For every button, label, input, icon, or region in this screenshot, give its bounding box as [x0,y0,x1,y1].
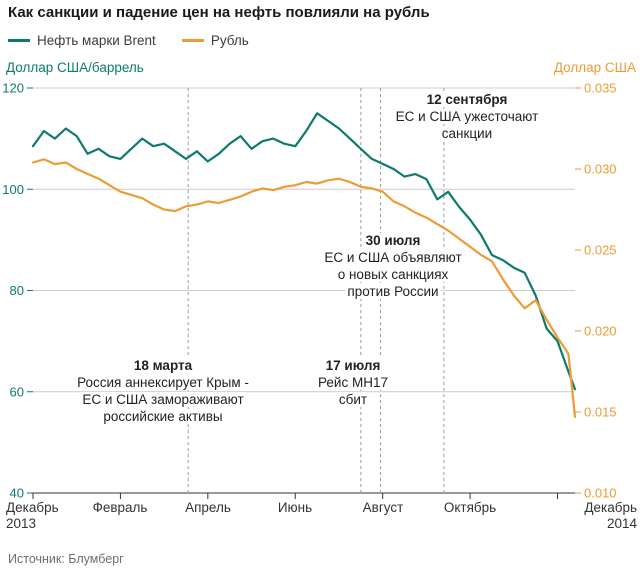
annotation-12-september: 12 сентября ЕС и США ужесточают санкции [367,91,567,142]
y-axis-label-right: 0.020 [584,324,617,339]
annotation-text: против России [345,284,441,299]
legend-item-ruble: Рубль [181,33,249,48]
annotation-18-march: 18 марта Россия аннексирует Крым - ЕС и … [43,357,283,425]
x-tick-label: Июнь [277,500,313,515]
y-axis-label-right: 0.035 [584,81,617,96]
y-axis-label-left: 100 [2,182,24,197]
y-axis-label-left: 80 [10,283,24,298]
annotation-30-july: 30 июля ЕС и США объявляют о новых санкц… [293,232,493,300]
y-axis-label-right: 0.025 [584,243,617,258]
annotation-text: Рейс MH17 [316,375,390,390]
page-title: Как санкции и падение цен на нефть повли… [8,4,430,21]
x-axis-label-dec2014: Декабрь 2014 [584,500,637,532]
annotation-text: сбит [336,392,370,407]
x-tick-label: Февраль [92,500,148,515]
x-axis-label-dec2013: Декабрь 2013 [6,500,59,532]
x-tick-label: Октябрь [443,500,497,515]
annotation-date: 17 июля [323,358,383,373]
y-axis-label-left: 40 [10,486,24,501]
brent-line-swatch [8,39,30,42]
y-axis-label-left: 120 [2,81,24,96]
annotation-17-july: 17 июля Рейс MH17 сбит [297,357,409,408]
legend-item-brent: Нефть марки Brent [8,33,156,48]
annotation-text: ЕС и США объявляют [322,250,464,265]
annotation-text: российские активы [101,409,225,424]
annotation-date: 12 сентября [424,92,510,107]
legend-label-brent: Нефть марки Brent [37,33,156,48]
x-tick-sublabel: 2013 [6,516,37,531]
x-axis-label-apr: Апрель [163,500,253,516]
legend: Нефть марки Brent Рубль [8,33,249,48]
x-axis-label-aug: Август [338,500,428,516]
y-axis-label-right: 0.030 [584,162,617,177]
annotation-text: о новых санкциях [335,267,451,282]
series-line-1 [31,158,577,418]
legend-label-ruble: Рубль [210,33,249,48]
annotation-text: санкции [439,126,495,141]
annotation-text: ЕС и США замораживают [80,392,246,407]
x-tick-label: Август [362,500,404,515]
annotation-text: Россия аннексирует Крым - [75,375,251,390]
series-line-0 [31,112,577,391]
x-axis-label-jun: Июнь [250,500,340,516]
x-tick-label: Декабрь [584,500,637,515]
x-tick-label: Декабрь [6,500,59,515]
ruble-line-swatch [181,39,204,42]
x-tick-label: Апрель [185,500,231,515]
annotation-date: 30 июля [363,233,423,248]
right-axis-title: Доллар США [553,60,636,75]
annotation-date: 18 марта [131,358,195,373]
x-axis-label-oct: Октябрь [425,500,515,516]
x-tick-sublabel: 2014 [606,516,637,531]
annotation-text: ЕС и США ужесточают [393,109,541,124]
y-axis-label-left: 60 [10,384,24,399]
y-axis-label-right: 0.010 [584,486,617,501]
left-axis-title: Доллар США/баррель [6,60,144,75]
y-axis-label-right: 0.015 [584,405,617,420]
source-note: Источник: Блумберг [8,552,124,566]
x-axis-label-feb: Февраль [75,500,165,516]
